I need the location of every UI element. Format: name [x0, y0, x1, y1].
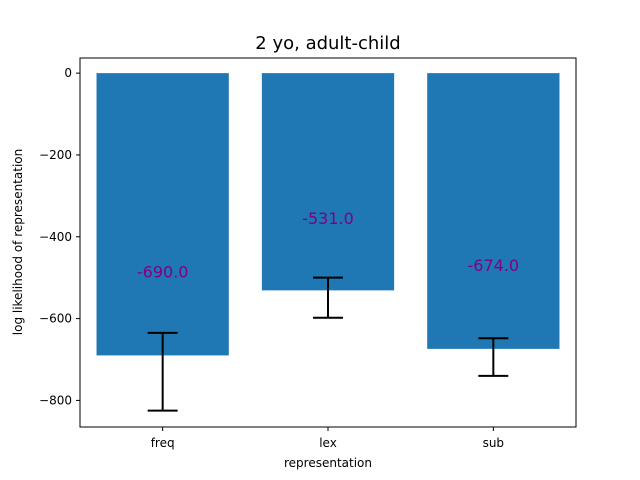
chart-title: 2 yo, adult-child	[255, 33, 400, 54]
y-axis: 0 −200 −400 −600 −800	[39, 66, 80, 407]
y-tick-label-4: −800	[39, 393, 72, 407]
data-label-freq: -690.0	[137, 262, 189, 281]
x-axis: freq lex sub	[151, 427, 504, 450]
data-label-sub: -674.0	[468, 256, 520, 275]
x-tick-label-sub: sub	[483, 436, 504, 450]
bar-freq	[96, 73, 229, 356]
x-tick-label-freq: freq	[151, 436, 175, 450]
bar-lex	[261, 73, 395, 291]
y-tick-label-2: −400	[39, 230, 72, 244]
y-tick-label-3: −600	[39, 312, 72, 326]
y-tick-label-0: 0	[64, 66, 72, 80]
x-tick-label-lex: lex	[319, 436, 337, 450]
bar-sub	[427, 73, 560, 349]
plot-area: -690.0 -531.0 -674.0	[96, 73, 560, 412]
y-tick-label-1: −200	[39, 148, 72, 162]
data-label-lex: -531.0	[302, 209, 354, 228]
y-axis-label: log likelihood of representation	[11, 149, 25, 335]
x-axis-label: representation	[284, 456, 372, 470]
